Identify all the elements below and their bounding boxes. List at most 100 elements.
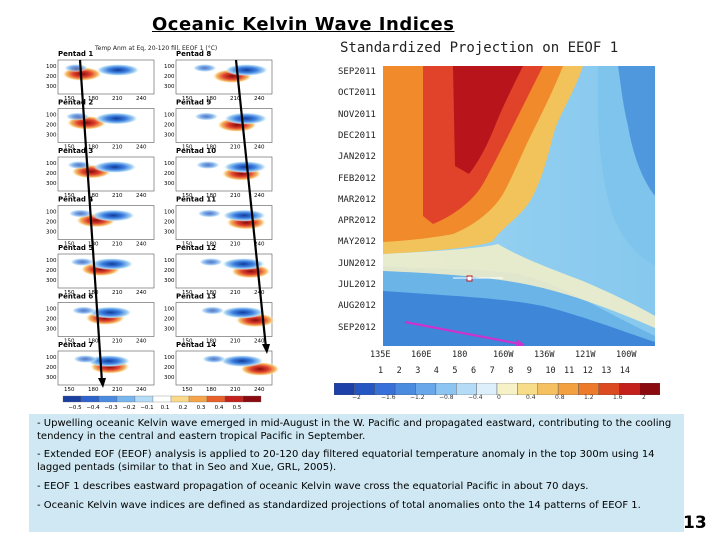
pentad-label: Pentad 2	[58, 99, 93, 107]
lon-tick: 150	[182, 193, 193, 199]
depth-tick: 300	[46, 133, 57, 139]
longitude-label: 160E	[411, 350, 432, 360]
hovmoller-title: Standardized Projection on EEOF 1	[340, 40, 619, 56]
lon-tick: 240	[136, 387, 147, 393]
colorbar-tick: 1.2	[584, 394, 594, 401]
colorbar-swatch	[134, 395, 154, 403]
colorbar-tick: −1.6	[381, 394, 396, 401]
lon-tick: 150	[182, 145, 193, 151]
pentad-number: 13	[601, 366, 612, 376]
lon-tick: 240	[254, 145, 265, 151]
depth-tick: 300	[164, 278, 175, 284]
bullet-3: - EEOF 1 describes eastward propagation …	[37, 481, 589, 492]
lon-tick: 150	[182, 339, 193, 345]
pentad-label: Pentad 11	[176, 196, 216, 204]
pentad-number: 6	[471, 366, 477, 376]
colorbar-swatch	[242, 395, 262, 403]
colorbar-tick: −1.2	[410, 394, 425, 401]
pentad-label: Pentad 5	[58, 244, 93, 252]
depth-tick: 100	[46, 307, 57, 313]
month-label: OCT2011	[338, 88, 376, 99]
lon-tick: 150	[182, 96, 193, 102]
depth-tick: 100	[164, 258, 175, 264]
colorbar-tick: 0.5	[233, 405, 242, 410]
colorbar-tick: 0.1	[161, 405, 170, 410]
colorbar-tick: 1.6	[613, 394, 623, 401]
lon-tick: 210	[112, 387, 123, 393]
lon-tick: 150	[64, 193, 75, 199]
month-label: FEB2012	[338, 173, 376, 184]
pentad-label: Pentad 13	[176, 293, 216, 301]
summary-text-box: - Upwelling oceanic Kelvin wave emerged …	[29, 414, 684, 532]
month-label: JAN2012	[338, 152, 376, 163]
lon-tick: 180	[88, 193, 99, 199]
month-label: NOV2011	[338, 109, 376, 120]
lon-tick: 180	[206, 242, 217, 248]
lon-tick: 240	[254, 339, 265, 345]
pentad-number: 9	[526, 366, 532, 376]
depth-tick: 200	[164, 317, 175, 323]
lon-tick: 150	[182, 290, 193, 296]
depth-tick: 200	[46, 171, 57, 177]
pentad-number: 3	[415, 366, 421, 376]
lon-tick: 150	[64, 290, 75, 296]
lon-tick: 240	[254, 242, 265, 248]
depth-tick: 200	[46, 74, 57, 80]
colorbar-tick: −0.2	[122, 405, 135, 410]
pentad-label: Pentad 7	[58, 341, 93, 349]
bullet-4: - Oceanic Kelvin wave indices are define…	[37, 500, 641, 511]
depth-tick: 300	[164, 181, 175, 187]
colorbar-swatch	[98, 395, 118, 403]
colorbar-swatch	[80, 395, 100, 403]
lon-tick: 210	[112, 96, 123, 102]
depth-tick: 100	[46, 113, 57, 119]
colorbar-tick: 0.2	[179, 405, 188, 410]
depth-tick: 200	[46, 220, 57, 226]
depth-tick: 200	[164, 123, 175, 129]
colorbar-swatch	[170, 395, 190, 403]
depth-tick: 300	[164, 375, 175, 381]
lon-tick: 180	[88, 387, 99, 393]
lon-tick: 150	[182, 387, 193, 393]
depth-tick: 200	[164, 365, 175, 371]
pentad-label: Pentad 4	[58, 196, 93, 204]
propagation-arrow-right	[234, 59, 268, 349]
lon-tick: 240	[136, 242, 147, 248]
pentad-label: Pentad 9	[176, 99, 211, 107]
month-label: JUN2012	[338, 258, 376, 269]
pentad-label: Pentad 14	[176, 341, 216, 349]
lon-tick: 210	[230, 96, 241, 102]
colorbar-tick: −0.1	[140, 405, 153, 410]
month-label: AUG2012	[338, 301, 376, 312]
depth-tick: 300	[164, 84, 175, 90]
depth-tick: 300	[46, 278, 57, 284]
lon-tick: 180	[88, 96, 99, 102]
month-label: APR2012	[338, 216, 376, 227]
colorbar-swatch	[62, 395, 82, 403]
depth-tick: 200	[164, 171, 175, 177]
depth-tick: 100	[46, 210, 57, 216]
depth-tick: 200	[164, 268, 175, 274]
depth-tick: 300	[46, 181, 57, 187]
depth-tick: 300	[164, 327, 175, 333]
depth-tick: 200	[46, 123, 57, 129]
lon-tick: 240	[136, 96, 147, 102]
colorbar-tick: −0.5	[68, 405, 82, 410]
page-title: Oceanic Kelvin Wave Indices	[152, 14, 455, 35]
pentad-number: 2	[396, 366, 402, 376]
month-label: SEP2012	[338, 322, 376, 333]
depth-tick: 100	[46, 355, 57, 361]
lon-tick: 240	[254, 193, 265, 199]
month-label: MAY2012	[338, 237, 376, 248]
lon-tick: 240	[254, 387, 265, 393]
colorbar-swatch	[152, 395, 172, 403]
lon-tick: 180	[206, 193, 217, 199]
lon-tick: 210	[230, 242, 241, 248]
lon-tick: 240	[136, 290, 147, 296]
